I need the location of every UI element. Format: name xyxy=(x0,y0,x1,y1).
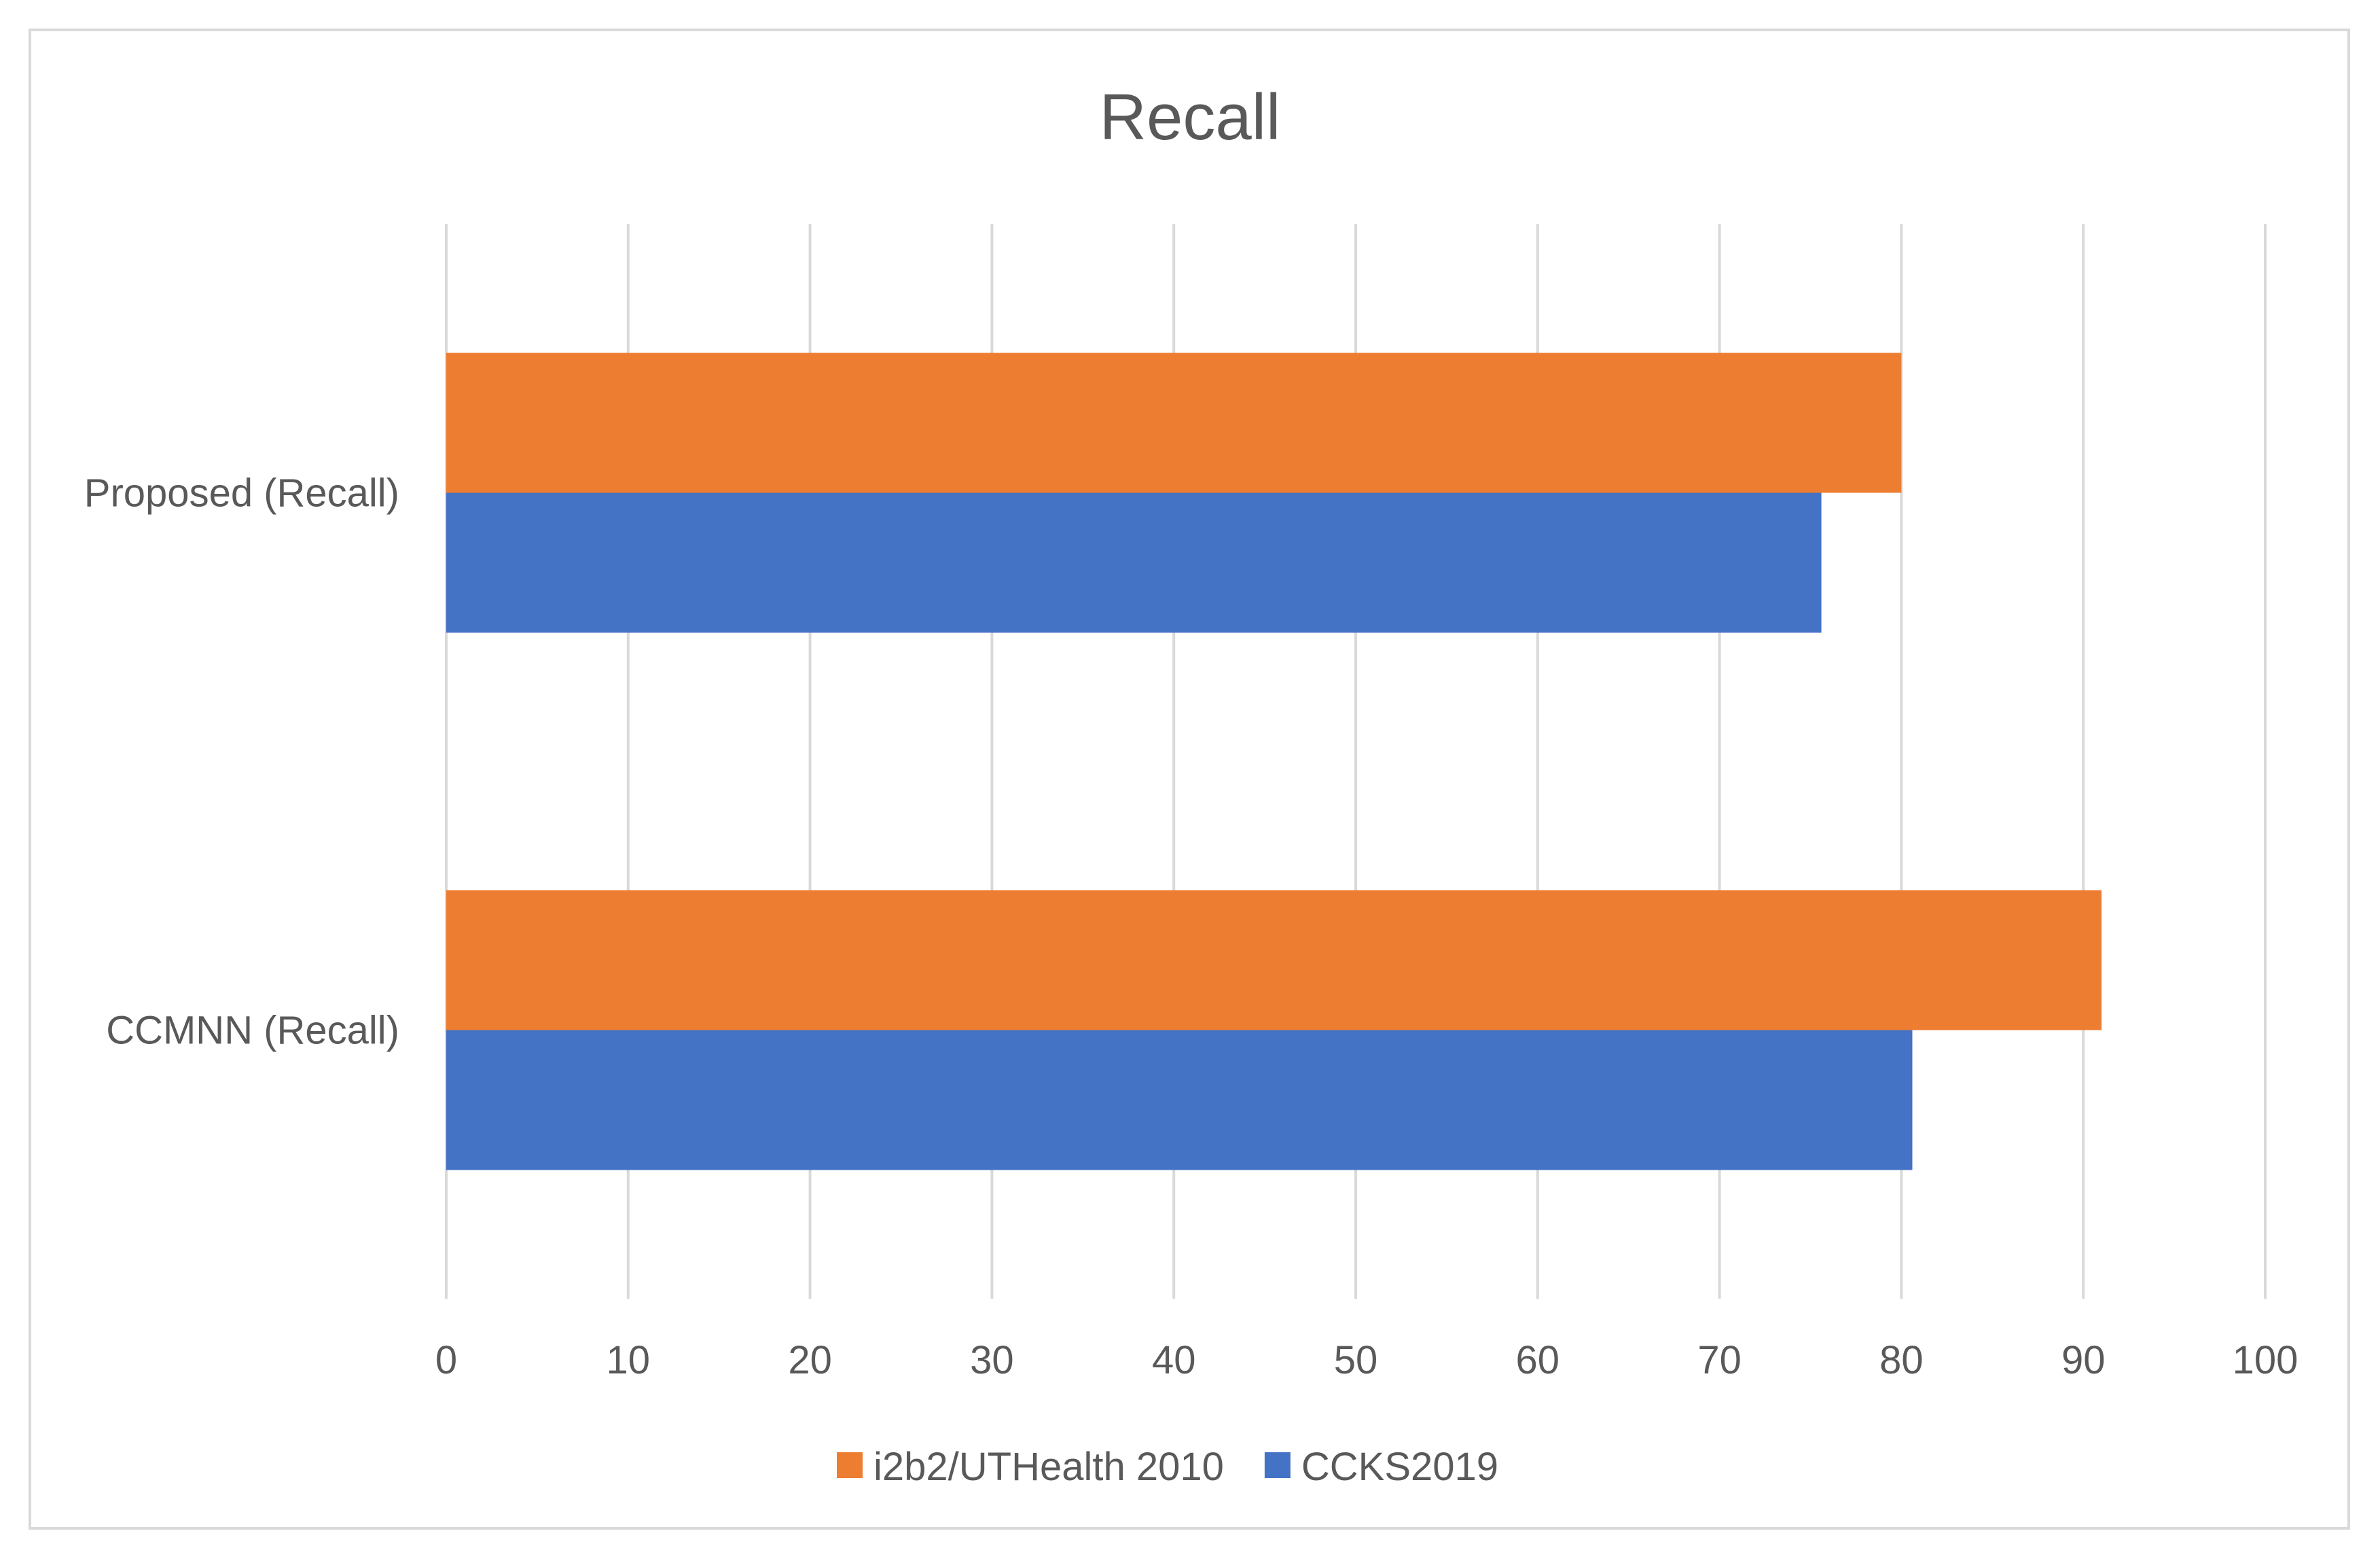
x-tick-label: 50 xyxy=(1334,1338,1378,1382)
x-tick-label: 100 xyxy=(2233,1338,2298,1382)
x-tick-label: 10 xyxy=(607,1338,651,1382)
bar-i2b2-uthealth-2010-1 xyxy=(446,890,2102,1030)
x-tick-label: 80 xyxy=(1879,1338,1924,1382)
legend-swatch xyxy=(837,1452,863,1478)
x-tick-label: 60 xyxy=(1516,1338,1560,1382)
category-labels: Proposed (Recall) CCMNN (Recall) xyxy=(84,471,399,1053)
chart-title: Recall xyxy=(1100,81,1281,154)
x-tick-label: 0 xyxy=(435,1338,457,1382)
legend[interactable]: i2b2/UTHealth 2010 CCKS2019 xyxy=(837,1445,1498,1489)
legend-item-0[interactable]: i2b2/UTHealth 2010 xyxy=(837,1445,1224,1489)
legend-label: CCKS2019 xyxy=(1301,1445,1498,1489)
legend-item-1[interactable]: CCKS2019 xyxy=(1264,1445,1498,1489)
x-axis-tick-labels: 0 10 20 30 40 50 60 70 80 90 100 xyxy=(435,1338,2298,1382)
bar-i2b2-uthealth-2010-0 xyxy=(446,353,1902,493)
x-tick-label: 30 xyxy=(970,1338,1014,1382)
x-tick-label: 40 xyxy=(1152,1338,1196,1382)
category-label: Proposed (Recall) xyxy=(84,471,399,516)
category-label: CCMNN (Recall) xyxy=(106,1009,399,1053)
legend-swatch xyxy=(1264,1452,1291,1478)
x-tick-label: 90 xyxy=(2061,1338,2106,1382)
bar-ccks2019-0 xyxy=(446,492,1822,633)
x-tick-label: 20 xyxy=(788,1338,832,1382)
chart-frame xyxy=(29,29,2350,1530)
legend-label: i2b2/UTHealth 2010 xyxy=(873,1445,1224,1489)
bar-ccks2019-1 xyxy=(446,1030,1913,1170)
x-tick-label: 70 xyxy=(1697,1338,1742,1382)
bars xyxy=(446,353,2102,1170)
